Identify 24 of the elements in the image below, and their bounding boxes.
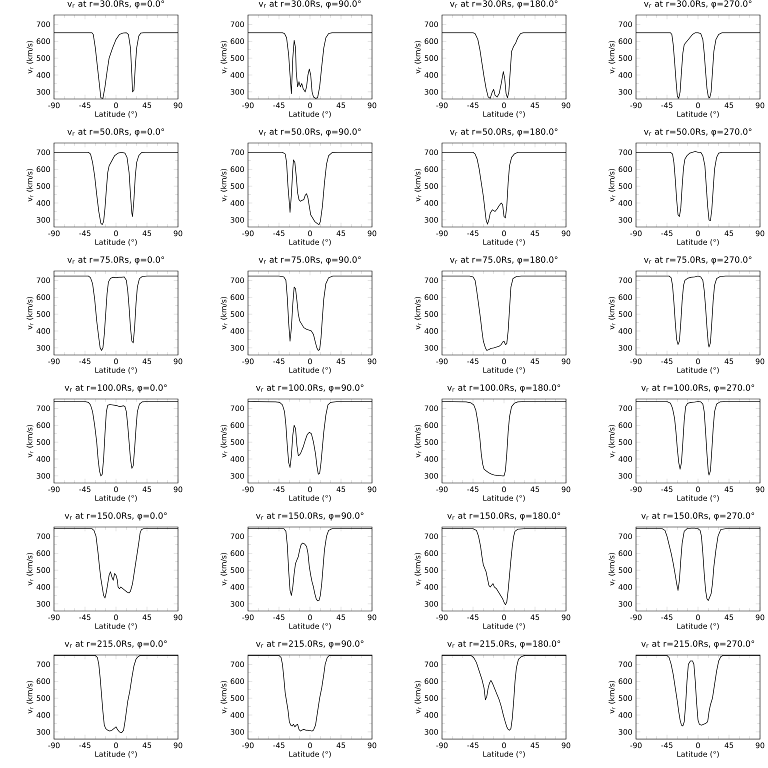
chart-title: v$_{r}$ at r=100.0Rs, φ=0.0° xyxy=(64,384,167,392)
chart-title: v$_{r}$ at r=215.0Rs, φ=270.0° xyxy=(641,640,754,648)
chart-title: v$_{r}$ at r=150.0Rs, φ=180.0° xyxy=(447,512,560,520)
chart-title: v$_{r}$ at r=75.0Rs, φ=0.0° xyxy=(67,256,164,264)
chart-title: v$_{r}$ at r=50.0Rs, φ=90.0° xyxy=(258,128,361,136)
chart-title: v$_{r}$ at r=30.0Rs, φ=270.0° xyxy=(644,0,752,8)
chart-title: v$_{r}$ at r=30.0Rs, φ=180.0° xyxy=(450,0,558,8)
chart-title: v$_{r}$ at r=150.0Rs, φ=270.0° xyxy=(641,512,754,520)
chart-title: v$_{r}$ at r=215.0Rs, φ=90.0° xyxy=(256,640,364,648)
chart-title: v$_{r}$ at r=75.0Rs, φ=270.0° xyxy=(644,256,752,264)
chart-title: v$_{r}$ at r=50.0Rs, φ=180.0° xyxy=(450,128,558,136)
chart-title: v$_{r}$ at r=100.0Rs, φ=180.0° xyxy=(447,384,560,392)
chart-title: v$_{r}$ at r=30.0Rs, φ=90.0° xyxy=(258,0,361,8)
chart-title: v$_{r}$ at r=100.0Rs, φ=90.0° xyxy=(256,384,364,392)
chart-title: v$_{r}$ at r=50.0Rs, φ=270.0° xyxy=(644,128,752,136)
chart-title: v$_{r}$ at r=150.0Rs, φ=90.0° xyxy=(256,512,364,520)
chart-title: v$_{r}$ at r=30.0Rs, φ=0.0° xyxy=(67,0,164,8)
chart-title: v$_{r}$ at r=75.0Rs, φ=90.0° xyxy=(258,256,361,264)
chart-title: v$_{r}$ at r=50.0Rs, φ=0.0° xyxy=(67,128,164,136)
chart-title: v$_{r}$ at r=100.0Rs, φ=270.0° xyxy=(641,384,754,392)
chart-title: v$_{r}$ at r=150.0Rs, φ=0.0° xyxy=(64,512,167,520)
chart-title: v$_{r}$ at r=215.0Rs, φ=0.0° xyxy=(64,640,167,648)
chart-title: v$_{r}$ at r=215.0Rs, φ=180.0° xyxy=(447,640,560,648)
chart-title: v$_{r}$ at r=75.0Rs, φ=180.0° xyxy=(450,256,558,264)
